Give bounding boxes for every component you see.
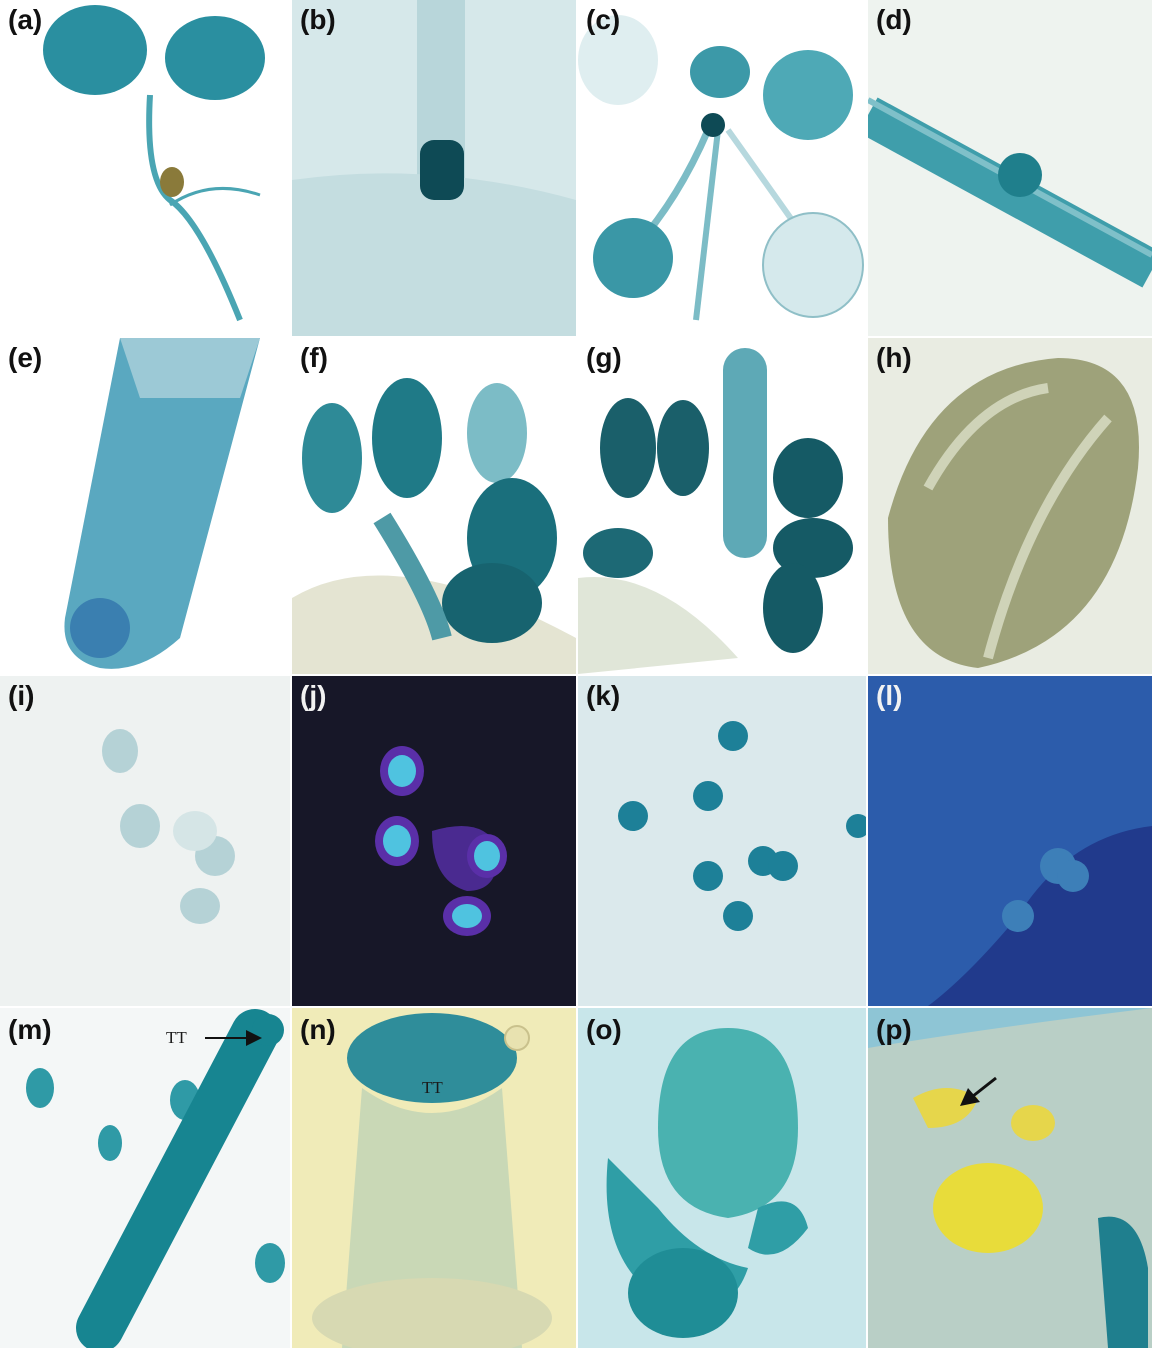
root-tip-image xyxy=(64,338,260,669)
lateral-root-image xyxy=(868,97,1152,288)
panel-p: (p) xyxy=(868,1008,1152,1348)
panel-label-o: (o) xyxy=(586,1014,622,1045)
shoot-apex-image xyxy=(292,0,576,336)
anther-image xyxy=(888,358,1139,668)
panel-b: (b) xyxy=(292,0,576,336)
panel-h: (h) xyxy=(868,338,1152,674)
panel-label-i: (i) xyxy=(8,680,35,711)
panel-e: (e) xyxy=(0,338,290,674)
panel-label-n: (n) xyxy=(300,1014,336,1045)
panel-label-m: (m) xyxy=(8,1014,52,1045)
panel-label-l: (l) xyxy=(876,680,903,711)
panel-g: (g) xyxy=(578,338,866,674)
panel-label-p: (p) xyxy=(876,1014,912,1045)
tt-arrow-label: TT xyxy=(166,1028,187,1047)
panel-label-a: (a) xyxy=(8,4,43,35)
panel-k: (k) xyxy=(578,676,866,1006)
panel-l: (l) xyxy=(868,676,1152,1006)
pistil-image xyxy=(26,1009,285,1348)
panel-a: (a) xyxy=(0,0,290,336)
ovule-image xyxy=(578,1008,866,1348)
panel-label-e: (e) xyxy=(8,342,43,373)
panel-o: (o) xyxy=(578,1008,866,1348)
panel-label-k: (k) xyxy=(586,680,621,711)
panel-j: (j) xyxy=(292,676,576,1006)
panel-f: (f) xyxy=(292,338,576,674)
panel-label-f: (f) xyxy=(300,342,328,373)
tt-label: TT xyxy=(422,1078,443,1097)
panel-c: (c) xyxy=(578,0,866,336)
panel-n: (n) TT xyxy=(292,1008,576,1348)
stigma-image xyxy=(292,1008,576,1348)
tissue-fluorescence-image xyxy=(868,676,1152,1006)
seedling-image xyxy=(43,5,265,322)
flower-image xyxy=(292,378,576,674)
pollen-fluorescence-image xyxy=(292,676,576,1006)
panel-label-h: (h) xyxy=(876,342,912,373)
panel-label-g: (g) xyxy=(586,342,622,373)
rosette-image xyxy=(578,15,864,321)
flower-pistil-image xyxy=(578,348,853,674)
panel-i: (i) xyxy=(0,676,290,1006)
panel-m: (m) TT xyxy=(0,1008,290,1348)
pollen-brightfield-image xyxy=(102,729,235,924)
panel-label-d: (d) xyxy=(876,4,912,35)
panel-label-c: (c) xyxy=(586,4,621,35)
panel-label-b: (b) xyxy=(300,4,336,35)
pollen-tissue-image xyxy=(578,676,866,1006)
panel-d: (d) xyxy=(868,0,1152,336)
panel-label-j: (j) xyxy=(300,680,327,711)
yellow-cells-image xyxy=(868,1008,1152,1348)
